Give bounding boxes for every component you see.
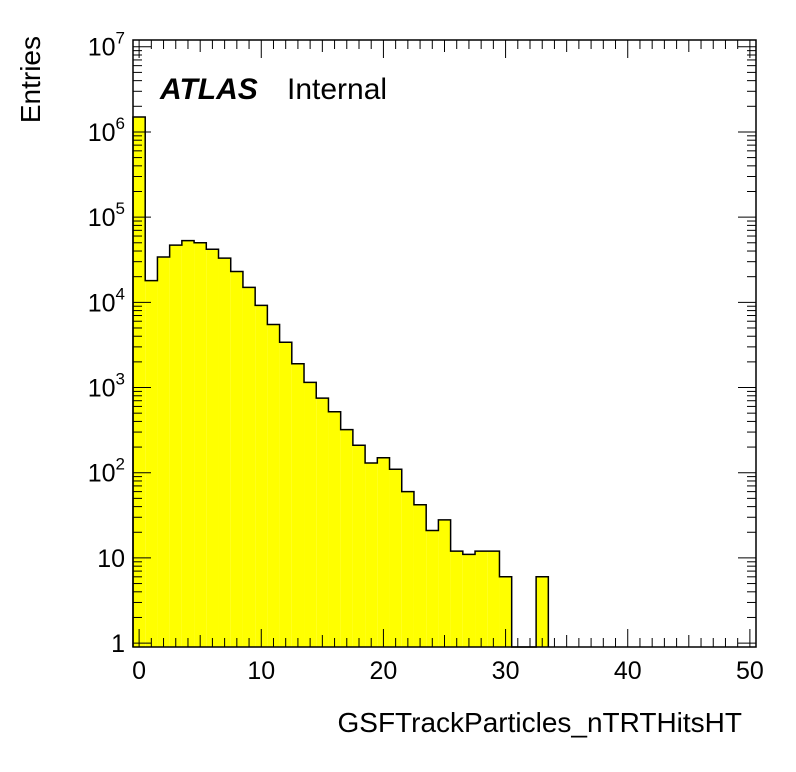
- histogram-outline: [132, 116, 550, 648]
- histogram-bar-20: [377, 457, 390, 647]
- atlas-label: ATLAS: [159, 73, 258, 106]
- x-tick-label: 0: [132, 657, 146, 685]
- histogram-bar-27: [462, 554, 476, 647]
- histogram-bar-16: [328, 411, 341, 647]
- histogram-bar-9: [242, 287, 256, 647]
- histogram-bar-2: [157, 257, 170, 647]
- histogram-bar-24: [426, 530, 439, 647]
- x-tick-label: 20: [370, 657, 398, 685]
- histogram-bar-26: [450, 551, 463, 647]
- histogram-bar-22: [401, 491, 414, 647]
- histogram-bar-6: [206, 249, 219, 647]
- histogram-bar-33: [536, 576, 549, 647]
- x-tick-label: 30: [492, 657, 520, 685]
- y-tick-label: 106: [88, 114, 125, 147]
- histogram-bar-29: [487, 551, 500, 647]
- y-tick-label: 103: [88, 370, 125, 403]
- histogram-bar-1: [145, 280, 158, 647]
- histogram-bar-10: [255, 305, 268, 647]
- histogram-bar-14: [304, 382, 317, 647]
- x-tick-labels: 0 10 20 30 40 50: [132, 657, 764, 685]
- histogram-bar-30: [499, 576, 512, 647]
- tick-marks: [133, 40, 756, 648]
- histogram-bar-3: [169, 245, 182, 648]
- x-axis-title: GSFTrackParticles_nTRTHitsHT: [338, 707, 743, 738]
- internal-label: Internal: [287, 73, 387, 106]
- y-tick-label: 105: [88, 199, 125, 232]
- x-tick-label: 10: [247, 657, 275, 685]
- histogram-bar-23: [413, 504, 427, 647]
- histogram-bar-12: [279, 342, 292, 647]
- histogram-bar-11: [267, 324, 280, 647]
- histogram-bar-17: [340, 429, 353, 647]
- y-tick-label: 107: [88, 29, 125, 62]
- histogram-bar-4: [181, 240, 195, 647]
- histogram-bar-13: [291, 363, 305, 647]
- histogram-bar-18: [352, 445, 366, 647]
- histogram-bars: [133, 116, 549, 648]
- histogram-bar-0: [133, 116, 146, 647]
- y-tick-label: 104: [88, 284, 125, 317]
- x-tick-label: 40: [614, 657, 642, 685]
- y-tick-labels: 1 10 102 103 104 105 106 107: [88, 29, 125, 658]
- histogram-bar-15: [316, 398, 329, 647]
- histogram-bar-21: [389, 469, 402, 647]
- y-tick-label: 102: [88, 455, 125, 488]
- histogram-bar-25: [438, 519, 451, 647]
- y-tick-label: 10: [97, 545, 125, 573]
- histogram-bar-28: [475, 551, 488, 647]
- histogram-bar-19: [365, 463, 378, 647]
- x-tick-label: 50: [736, 657, 764, 685]
- histogram-bar-8: [230, 271, 243, 647]
- histogram-bar-5: [194, 242, 207, 647]
- histogram-bar-7: [218, 258, 231, 647]
- y-tick-label: 1: [111, 630, 125, 658]
- y-axis-title: Entries: [15, 36, 46, 123]
